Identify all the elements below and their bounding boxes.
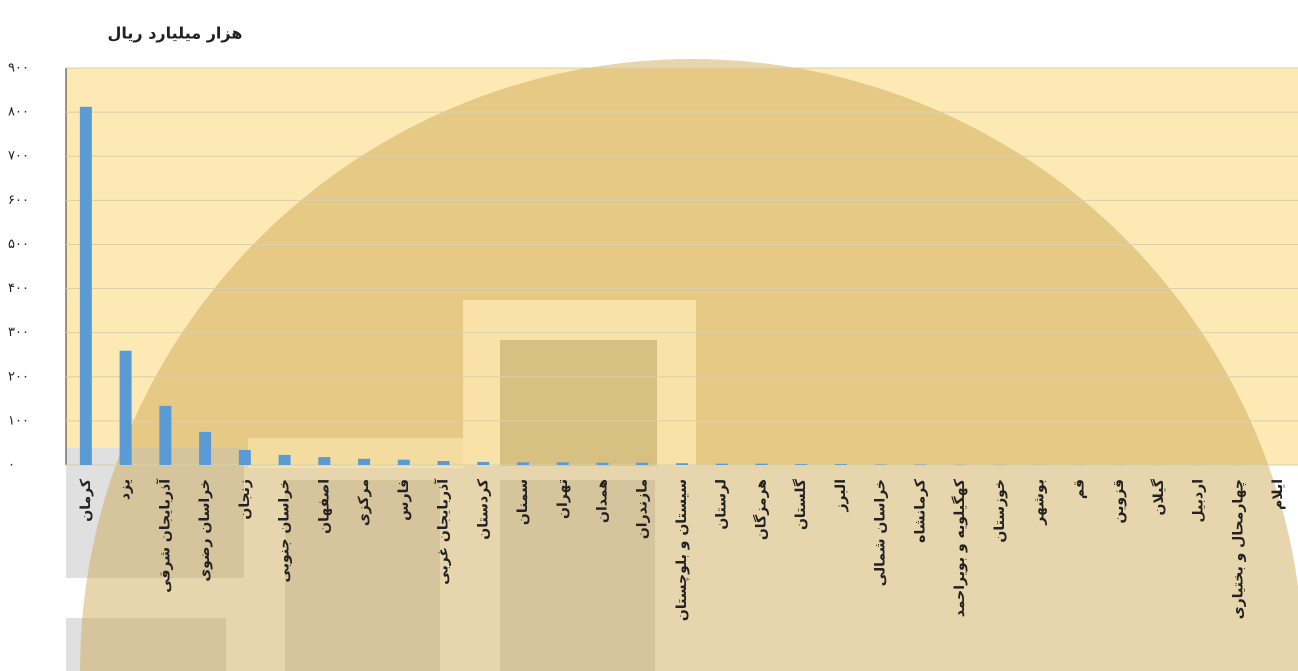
bar	[318, 457, 331, 465]
x-tick-label: البرز	[833, 479, 849, 513]
x-tick-label: تهران	[555, 479, 571, 519]
bar	[238, 450, 251, 465]
bar	[755, 463, 768, 465]
x-tick-label: بوشهر	[1032, 479, 1048, 526]
x-tick-label: زنجان	[237, 479, 253, 520]
x-tick-label: سیستان و بلوچستان	[674, 479, 690, 621]
bar	[358, 458, 371, 465]
bar	[517, 462, 530, 465]
y-tick-label: ۶۰۰	[8, 193, 29, 208]
bar	[795, 464, 808, 465]
x-tick-label: گیلان	[1150, 478, 1167, 515]
bar	[159, 405, 172, 465]
bar	[477, 461, 490, 465]
x-tick-label: کهگیلویه و بویراحمد	[951, 478, 968, 617]
x-tick-label: اردبیل	[1191, 479, 1207, 523]
x-tick-label: یزد	[118, 479, 134, 500]
bar	[556, 462, 569, 465]
x-tick-label: کرمان	[78, 478, 94, 522]
x-tick-label: خراسان شمالی	[873, 479, 889, 586]
y-tick-label: ۴۰۰	[8, 281, 29, 296]
x-tick-label: فارس	[396, 479, 412, 521]
y-tick-label: ۸۰۰	[8, 105, 29, 120]
x-tick-label: خراسان جنوبی	[277, 479, 293, 582]
x-tick-label: مرکزی	[356, 479, 372, 526]
bar	[834, 464, 847, 465]
y-tick-label: ۷۰۰	[8, 149, 29, 164]
x-tick-label: ایلام	[1270, 479, 1286, 510]
x-tick-label: هرمزگان	[752, 479, 769, 540]
bar	[715, 463, 728, 465]
x-tick-label: سمنان	[515, 479, 531, 525]
bar	[636, 462, 649, 465]
x-tick-label: مازندران	[634, 479, 650, 539]
y-tick-label: ۰	[8, 458, 15, 473]
x-tick-label: کرمانشاه	[912, 478, 928, 543]
x-tick-label: همدان	[595, 479, 611, 523]
x-tick-label: آذربایجان غربی	[434, 478, 452, 585]
x-tick-label: قم	[1071, 479, 1087, 499]
y-tick-label: ۲۰۰	[8, 369, 29, 384]
x-tick-label: قزوین	[1111, 479, 1127, 523]
bar	[119, 350, 132, 465]
chart-title: هزار میلیارد ریال	[108, 24, 243, 43]
bar	[676, 463, 688, 465]
bar	[278, 454, 291, 465]
bar	[437, 461, 450, 465]
x-tick-label: کردستان	[475, 478, 491, 540]
x-tick-label: اصفهان	[316, 479, 332, 534]
x-tick-label: خراسان رضوی	[197, 479, 213, 582]
y-tick-label: ۹۰۰	[8, 61, 29, 76]
y-tick-label: ۵۰۰	[8, 237, 29, 252]
background-decoration	[66, 59, 1298, 671]
x-tick-label: آذربایجان شرقی	[155, 478, 173, 593]
bar	[79, 106, 92, 465]
bar	[596, 462, 609, 465]
y-tick-label: ۱۰۰	[8, 413, 29, 428]
bar	[199, 431, 212, 465]
bar	[397, 459, 410, 465]
x-tick-label: خوزستان	[992, 479, 1008, 543]
x-tick-label: گلستان	[792, 478, 809, 530]
x-tick-label: لرستان	[714, 479, 730, 530]
x-tick-label: چهارمحال و بختیاری	[1230, 479, 1246, 619]
y-tick-label: ۳۰۰	[8, 325, 29, 340]
